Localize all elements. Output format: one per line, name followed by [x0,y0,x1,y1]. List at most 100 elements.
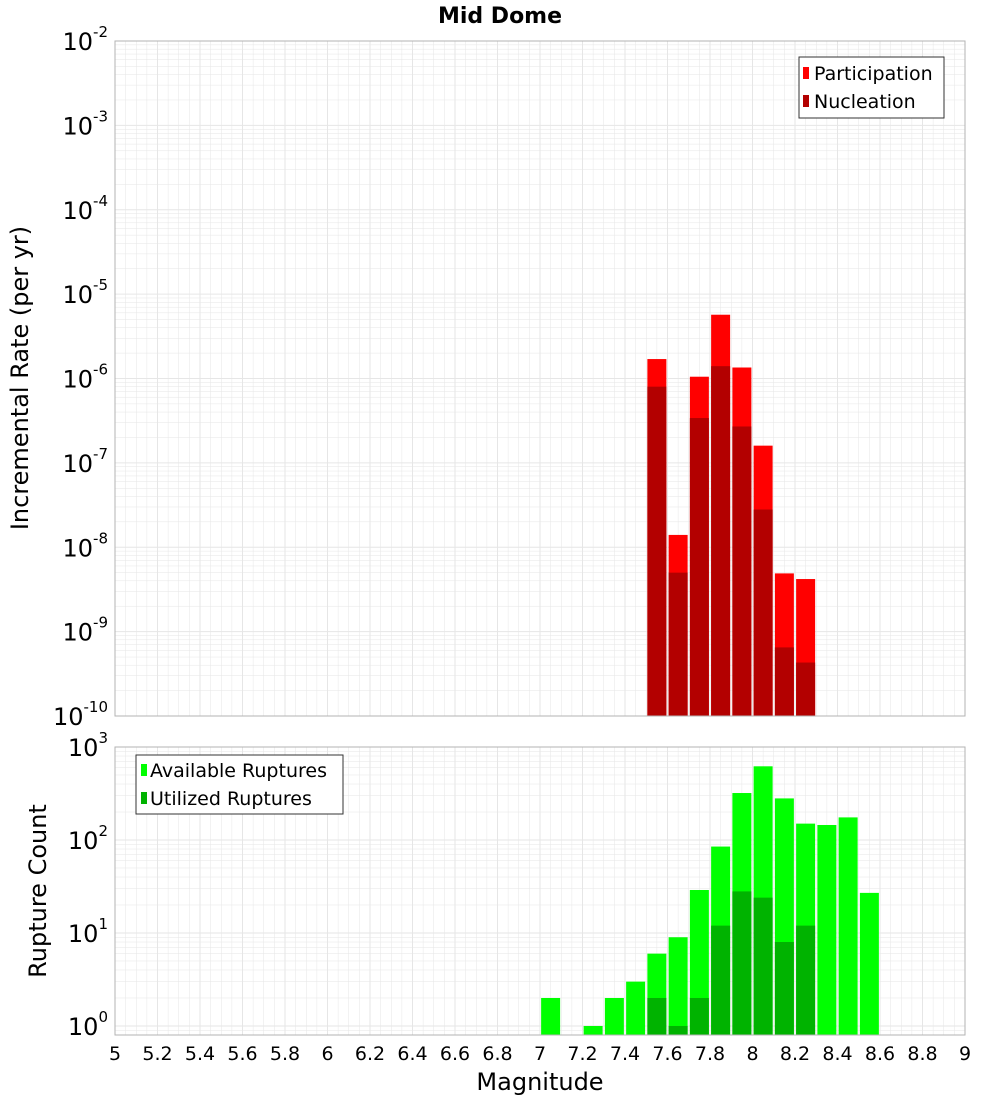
x-tick-label: 9 [959,1043,971,1065]
x-tick-label: 8.6 [865,1043,895,1065]
count-legend-box [135,754,344,815]
y-tick-base: 10 [68,827,99,855]
x-tick-label: 6.4 [397,1043,427,1065]
legend-label-available: Available Ruptures [150,760,327,782]
x-tick-label: 6 [321,1043,333,1065]
bar-available [626,981,646,1035]
y-tick-label: 10-9 [62,614,108,647]
y-tick-exponent: 2 [98,822,108,840]
y-tick-base: 10 [62,366,93,394]
y-tick-base: 10 [62,197,93,225]
y-tick-exponent: -4 [93,192,108,210]
count-legend: Available Ruptures Utilized Ruptures [135,754,344,815]
x-tick-label: 7.2 [567,1043,597,1065]
count-plot-frame [114,746,966,1036]
y-tick-label: 10-6 [62,361,108,394]
bar-utilized [732,891,752,1035]
y-tick-label: 10-8 [62,529,108,562]
x-tick-label: 5 [109,1043,121,1065]
y-tick-exponent: 1 [98,915,108,933]
bar-available [817,824,837,1035]
bar-available [604,997,624,1035]
x-tick-label: 5.6 [227,1043,257,1065]
rate-legend-box [798,56,945,119]
rate-legend: Participation Nucleation [798,56,945,119]
y-tick-exponent: -9 [93,614,108,632]
rate-plot-frame [114,40,966,717]
x-tick-label: 6.2 [355,1043,385,1065]
y-tick-exponent: -7 [93,445,108,463]
y-tick-label: 10-4 [62,192,108,225]
bar-utilized [668,1025,688,1035]
y-tick-label: 10-7 [62,445,108,478]
y-tick-label: 10-2 [62,23,108,56]
bar-available [838,817,858,1035]
bar-utilized [796,925,816,1035]
y-tick-base: 10 [62,112,93,140]
y-tick-exponent: 0 [98,1008,108,1026]
bar-nucleation [647,386,667,716]
y-tick-exponent: -3 [93,107,108,125]
y-tick-label: 103 [68,729,108,762]
rate-y-axis-label: Incremental Rate (per yr) [6,226,34,530]
bar-available [668,937,688,1035]
legend-label-nucleation: Nucleation [814,91,916,113]
y-tick-base: 10 [62,450,93,478]
x-tick-labels: 5 5.2 5.4 5.6 5.8 6 6.2 6.4 6.6 6.8 7 7.2 7.4 7.6 7.8 8… [109,1043,971,1065]
chart-title: Mid Dome [438,4,562,29]
y-tick-base: 10 [68,734,99,762]
x-tick-label: 5.2 [142,1043,172,1065]
y-tick-base: 10 [53,703,84,731]
legend-swatch-utilized [141,792,147,804]
y-tick-exponent: -5 [93,276,108,294]
y-tick-base: 10 [62,619,93,647]
y-tick-exponent: -2 [93,23,108,41]
bar-available [541,997,561,1035]
y-tick-label: 10-3 [62,107,108,140]
x-tick-label: 7 [534,1043,546,1065]
x-tick-label: 8.4 [822,1043,852,1065]
x-tick-label: 6.6 [440,1043,470,1065]
bar-nucleation [689,418,709,716]
bar-utilized [753,897,773,1035]
y-tick-exponent: -8 [93,529,108,547]
bar-nucleation [668,572,688,716]
legend-swatch-nucleation [803,95,809,107]
bar-nucleation [732,426,752,716]
rate-bars [647,314,816,716]
x-tick-label: 8 [746,1043,758,1065]
rate-grid [114,40,966,717]
y-tick-base: 10 [62,534,93,562]
legend-swatch-participation [803,67,809,79]
bar-available [859,892,879,1035]
bar-nucleation [796,662,816,716]
bar-utilized [774,942,794,1035]
y-tick-base: 10 [62,28,93,56]
y-tick-label: 102 [68,822,108,855]
bar-nucleation [753,509,773,716]
y-tick-exponent: -6 [93,361,108,379]
y-tick-exponent: 3 [98,729,108,747]
x-tick-label: 8.2 [780,1043,810,1065]
x-tick-label: 6.8 [482,1043,512,1065]
count-bars [541,766,879,1035]
y-tick-label: 101 [68,915,108,948]
y-tick-label: 100 [68,1008,108,1041]
legend-swatch-available [141,764,147,776]
x-tick-label: 8.8 [907,1043,937,1065]
y-tick-base: 10 [68,920,99,948]
y-tick-label: 10-10 [53,698,108,731]
x-tick-label: 5.4 [185,1043,215,1065]
x-tick-label: 7.4 [610,1043,640,1065]
x-tick-label: 7.6 [652,1043,682,1065]
y-tick-base: 10 [62,281,93,309]
bar-utilized [647,997,667,1035]
bar-utilized [689,997,709,1035]
legend-label-utilized: Utilized Ruptures [150,788,312,810]
y-tick-exponent: -10 [84,698,109,716]
y-tick-label: 10-5 [62,276,108,309]
